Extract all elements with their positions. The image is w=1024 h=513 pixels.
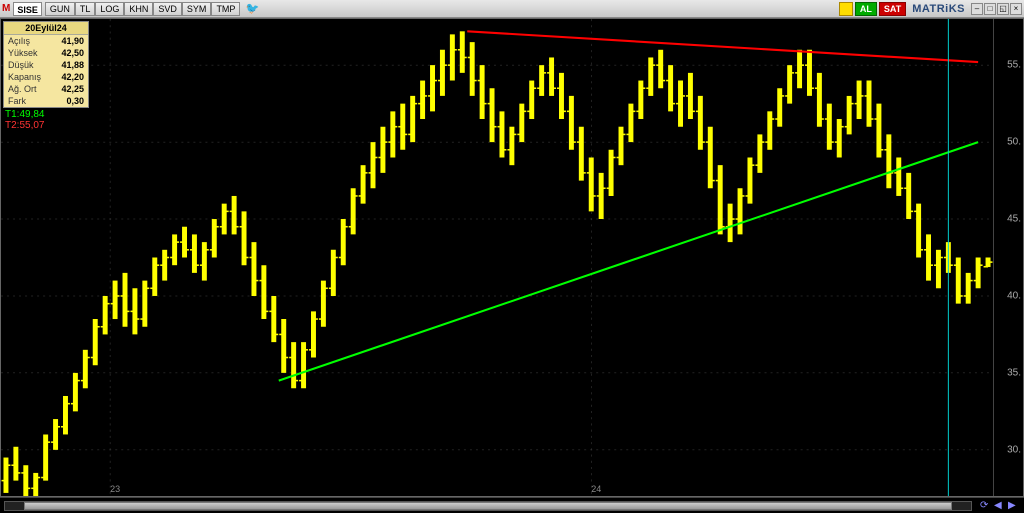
trend-label-t1: T1:49,84 [5,109,44,120]
maximize-icon[interactable]: □ [984,3,996,15]
chart-area[interactable]: 20Eylül24 Açılış41,90Yüksek42,50Düşük41,… [1,19,993,496]
info-row: Ağ. Ort42,25 [4,83,88,95]
trend-labels: T1:49,84 T2:55,07 [5,109,44,131]
y-axis: 30. 35. 40. 45. 50. 55. [993,19,1023,496]
x-label: 24 [591,484,601,494]
toolbar-button-tl[interactable]: TL [75,2,96,16]
bottom-bar: ⟳ ◀ ▶ [0,497,1024,513]
y-tick: 35. [1007,367,1021,378]
y-tick: 40. [1007,290,1021,301]
y-tick: 45. [1007,214,1021,225]
sell-button[interactable]: SAT [879,2,906,16]
info-value: 0,30 [48,95,84,107]
toolbar-button-khn[interactable]: KHN [124,2,153,16]
app-icon: M [2,3,10,14]
x-label: 23 [110,484,120,494]
trend-label-t2: T2:55,07 [5,120,44,131]
toolbar-button-svd[interactable]: SVD [153,2,182,16]
twitter-icon[interactable]: 🐦 [245,2,259,15]
y-tick: 55. [1007,60,1021,71]
info-row: Yüksek42,50 [4,47,88,59]
info-header: 20Eylül24 [4,22,88,35]
info-row: Düşük41,88 [4,59,88,71]
toolbar-button-gun[interactable]: GUN [45,2,75,16]
brand-label: MATRiKS [908,3,969,15]
close-icon[interactable]: × [1010,3,1022,15]
alert-icon[interactable] [839,2,853,16]
chart-window: M SISE GUNTLLOGKHNSVDSYMTMP 🐦 AL SAT MAT… [0,0,1024,513]
x-scrollbar-thumb[interactable] [24,502,951,510]
info-value: 42,50 [48,47,84,59]
info-panel: 20Eylül24 Açılış41,90Yüksek42,50Düşük41,… [3,21,89,108]
info-value: 42,20 [48,71,84,83]
info-row: Açılış41,90 [4,35,88,47]
y-tick: 50. [1007,137,1021,148]
buy-button[interactable]: AL [855,2,877,16]
toolbar-button-sym[interactable]: SYM [182,2,212,16]
toolbar-button-log[interactable]: LOG [95,2,124,16]
bottom-icons: ⟳ ◀ ▶ [976,500,1024,512]
scroll-left-icon[interactable]: ◀ [994,500,1006,512]
y-tick: 30. [1007,444,1021,455]
chart-container: 20Eylül24 Açılış41,90Yüksek42,50Düşük41,… [0,18,1024,497]
window-controls: ‒ □ ◱ × [971,3,1022,15]
info-row: Fark0,30 [4,95,88,107]
scroll-right-icon[interactable]: ▶ [1008,500,1020,512]
refresh-icon[interactable]: ⟳ [980,500,992,512]
info-row: Kapanış42,20 [4,71,88,83]
info-label: Fark [8,95,48,107]
chart-svg [1,19,993,496]
toolbar-left: M SISE GUNTLLOGKHNSVDSYMTMP 🐦 [2,2,259,16]
symbol-box[interactable]: SISE [13,2,42,16]
info-label: Kapanış [8,71,48,83]
toolbar-button-tmp[interactable]: TMP [211,2,240,16]
info-label: Düşük [8,59,48,71]
info-value: 42,25 [48,83,84,95]
x-scrollbar[interactable] [4,501,972,511]
toolbar-right: AL SAT MATRiKS ‒ □ ◱ × [839,2,1022,16]
info-label: Yüksek [8,47,48,59]
info-value: 41,88 [48,59,84,71]
restore-icon[interactable]: ◱ [997,3,1009,15]
toolbar: M SISE GUNTLLOGKHNSVDSYMTMP 🐦 AL SAT MAT… [0,0,1024,18]
info-value: 41,90 [48,35,84,47]
info-label: Ağ. Ort [8,83,48,95]
minimize-icon[interactable]: ‒ [971,3,983,15]
info-label: Açılış [8,35,48,47]
